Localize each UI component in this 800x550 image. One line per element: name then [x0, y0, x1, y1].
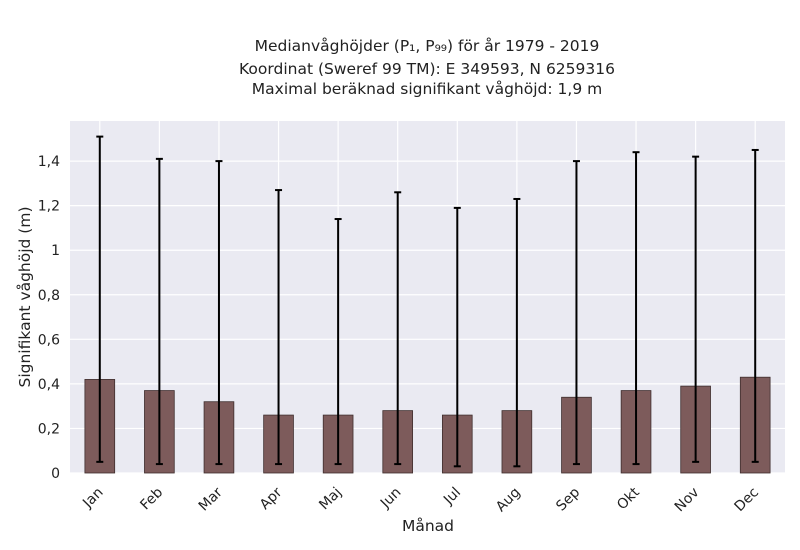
y-tick-label: 0,6 [38, 332, 60, 348]
y-axis-label: Signifikant våghöjd (m) [16, 207, 34, 388]
plot-area [70, 121, 785, 473]
y-tick-label: 0,4 [38, 377, 60, 393]
chart-title-line-2: Koordinat (Sweref 99 TM): E 349593, N 62… [239, 60, 615, 78]
chart-title: Medianvåghöjder (P₁, P₉₉) för år 1979 - … [239, 37, 615, 98]
y-tick-label: 1,4 [38, 154, 60, 170]
y-tick-label: 0 [51, 466, 60, 482]
y-tick-label: 0,2 [38, 421, 60, 437]
chart-title-line-3: Maximal beräknad signifikant våghöjd: 1,… [252, 80, 602, 98]
chart-title-line-1: Medianvåghöjder (P₁, P₉₉) för år 1979 - … [255, 37, 600, 55]
error-bar-layer [96, 135, 759, 468]
y-tick-label: 0,8 [38, 288, 60, 304]
y-tick-labels: 0 0,2 0,4 0,6 0,8 1 1,2 1,4 [38, 154, 60, 482]
x-axis-label: Månad [402, 517, 454, 535]
y-tick-label: 1 [51, 243, 60, 259]
y-tick-label: 1,2 [38, 199, 60, 215]
